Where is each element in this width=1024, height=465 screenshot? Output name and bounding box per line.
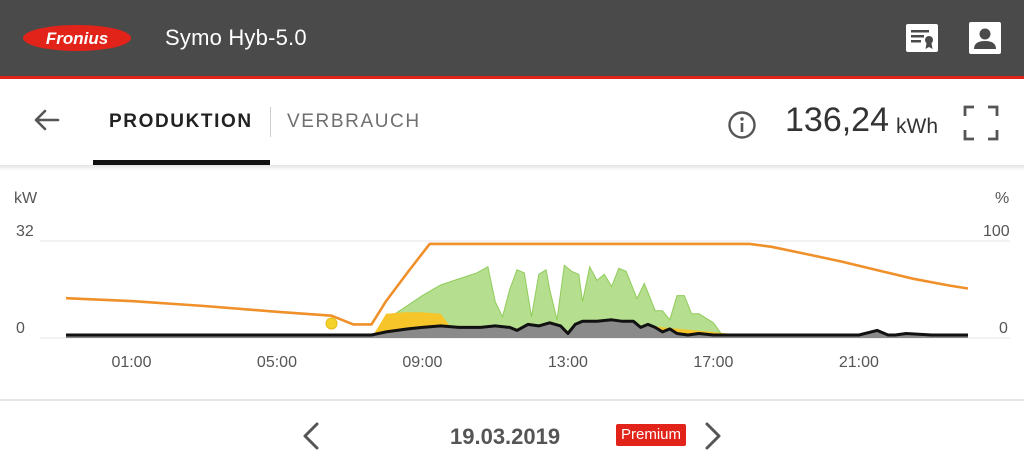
- battery-point: [325, 317, 338, 330]
- state-of-charge-line: [65, 242, 969, 326]
- active-tab-indicator: [93, 160, 270, 165]
- chevron-left-icon[interactable]: [298, 420, 324, 452]
- right-axis-label: %: [995, 190, 1009, 207]
- plot-area: [40, 240, 1010, 339]
- tab-bar-shadow: [0, 165, 1024, 171]
- production-chart: kW % 32 0 100 0 01:00 05:00 09:00 13:00 17:0…: [14, 190, 1010, 371]
- x-tick-label: 13:00: [548, 354, 588, 371]
- brand-name: Fronius: [46, 29, 108, 48]
- fronius-logo: Fronius: [23, 25, 131, 51]
- total-energy-unit: kWh: [896, 115, 938, 138]
- info-icon[interactable]: [727, 110, 757, 140]
- premium-badge: Premium: [616, 424, 687, 446]
- consumption-line: [66, 318, 968, 337]
- chevron-right-icon[interactable]: [700, 420, 726, 452]
- device-name: Symo Hyb-5.0: [165, 25, 307, 50]
- fullscreen-icon[interactable]: [962, 104, 1000, 142]
- left-tick-max: 32: [16, 223, 34, 240]
- right-tick-max: 100: [983, 223, 1010, 240]
- app-header: Fronius Symo Hyb-5.0: [0, 0, 1024, 76]
- x-tick-label: 21:00: [839, 354, 879, 371]
- left-axis-label: kW: [14, 190, 38, 207]
- x-tick-label: 17:00: [693, 354, 733, 371]
- x-axis-ticks: 01:00 05:00 09:00 13:00 17:00 21:00: [111, 354, 879, 371]
- total-energy-value: 136,24: [785, 101, 889, 139]
- selected-date[interactable]: 19.03.2019: [450, 424, 561, 449]
- tab-divider: [270, 107, 271, 137]
- arrow-left-icon[interactable]: [30, 103, 64, 137]
- x-tick-label: 01:00: [111, 354, 151, 371]
- tab-verbrauch[interactable]: VERBRAUCH: [287, 111, 421, 132]
- header-accent-line: [0, 76, 1024, 79]
- right-tick-min: 0: [999, 320, 1008, 337]
- tab-bar: PRODUKTION VERBRAUCH 136,24 kWh: [0, 79, 1024, 165]
- left-tick-min: 0: [16, 320, 25, 337]
- tab-produktion[interactable]: PRODUKTION: [109, 111, 253, 132]
- bottom-divider: [0, 399, 1024, 401]
- x-tick-label: 05:00: [257, 354, 297, 371]
- production-area: [371, 265, 725, 338]
- x-tick-label: 09:00: [402, 354, 442, 371]
- profile-icon[interactable]: [967, 20, 1003, 56]
- certificate-icon[interactable]: [904, 20, 940, 56]
- production-line: [371, 264, 725, 339]
